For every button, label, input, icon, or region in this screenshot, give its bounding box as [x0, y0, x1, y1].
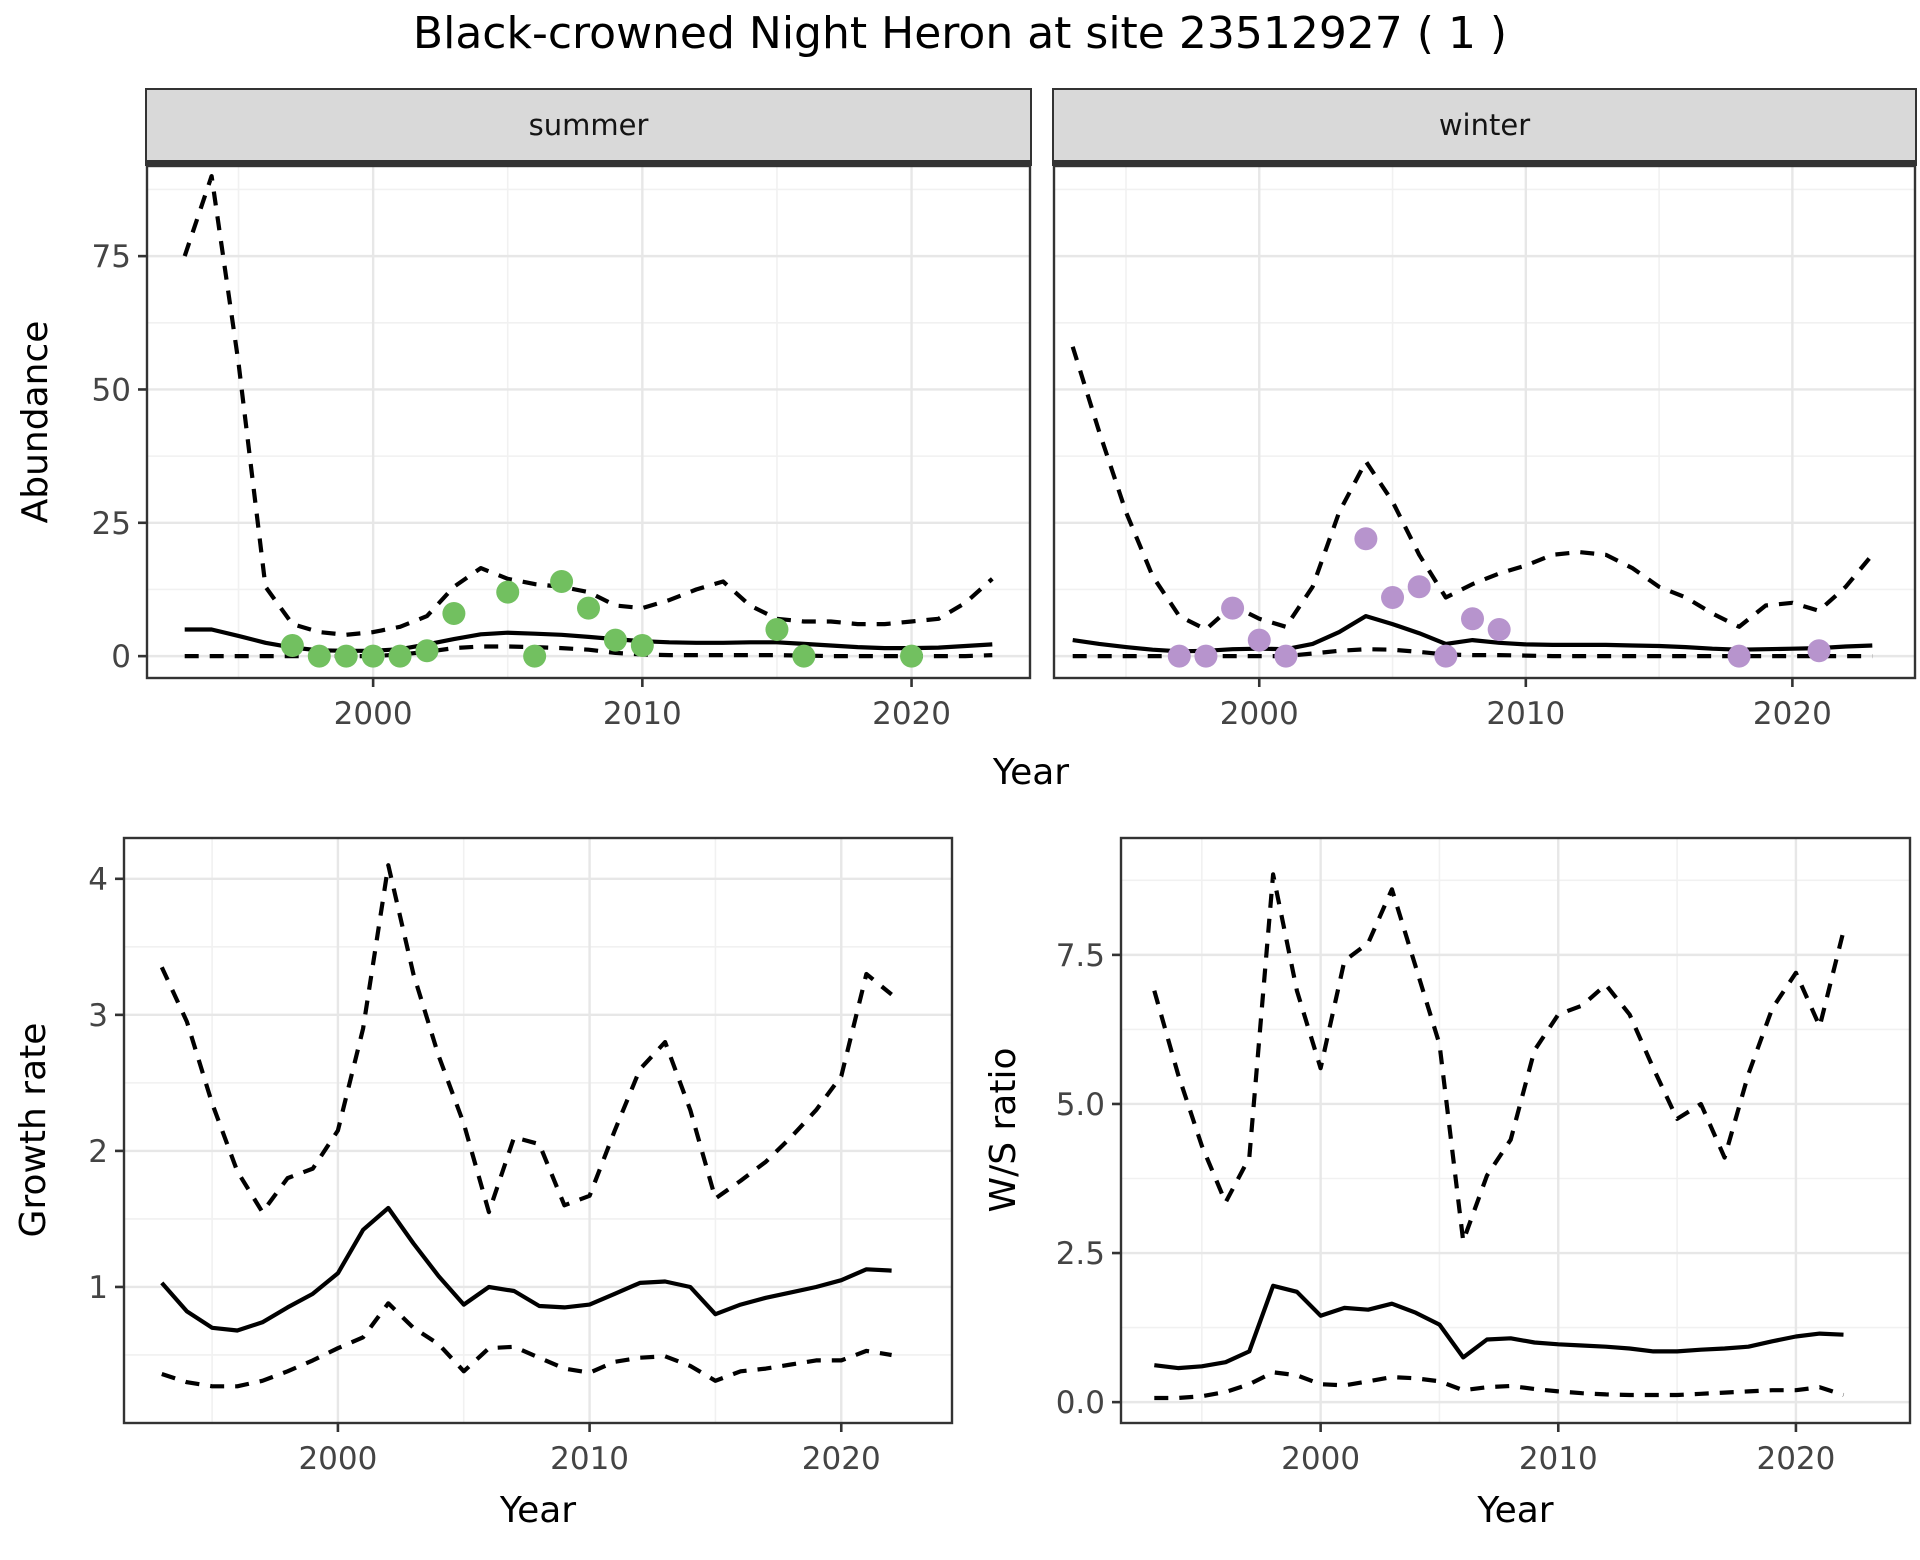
y-tick-label: 2.5	[1056, 1236, 1105, 1272]
series-ci_upper_97_5	[159, 863, 893, 1215]
x-tick-label: 2000	[298, 1441, 377, 1477]
x-tick-label: 2020	[872, 696, 951, 732]
series-ci_lower_2_5	[161, 1301, 892, 1389]
x-axis-title-year-ws: Year	[1477, 1490, 1554, 1531]
x-tick-label: 2020	[1756, 1441, 1835, 1477]
axis-ticks: 2000 2010 2020 0.0 2.5 5.0 7.5	[1056, 938, 1836, 1477]
series-ci_upper_97_5	[182, 174, 994, 637]
panel-border	[122, 836, 954, 1425]
y-tick-label: 3	[88, 998, 108, 1034]
y-tick-label: 4	[88, 862, 108, 898]
y-tick-label: 0	[111, 639, 131, 675]
panel-ws-ratio: 2000 2010 2020 0.0 2.5 5.0 7.5	[1056, 836, 1912, 1477]
y-axis-title-ws-ratio: W/S ratio	[983, 1047, 1024, 1213]
panel-background	[1054, 166, 1915, 678]
facet-label-summer: summer	[528, 108, 649, 142]
strip-divider	[145, 159, 1032, 166]
series-median_fit	[1154, 1283, 1844, 1371]
facet-strip-summer: summer	[145, 88, 1032, 160]
panel-background	[124, 838, 952, 1423]
y-tick-label: 2	[88, 1134, 108, 1170]
x-tick-label: 2020	[1753, 696, 1832, 732]
gridlines	[1121, 838, 1910, 1423]
panel-border	[1119, 836, 1912, 1425]
x-tick-label: 2010	[1519, 1441, 1598, 1477]
chart-title: Black-crowned Night Heron at site 235129…	[412, 8, 1508, 59]
y-axis-title-abundance: Abundance	[15, 320, 56, 524]
series-ci_upper_97_5	[1070, 346, 1874, 632]
series-median_fit	[160, 1205, 892, 1333]
panel-growth-rate: 2000 2010 2020 1 2 3 4	[88, 836, 954, 1477]
panel-abundance-summer: 2000 2010 2020 0 25 50 75	[92, 159, 1032, 732]
x-axis-title-year-growth: Year	[499, 1490, 577, 1531]
x-axis-title-year-top: Year	[992, 752, 1070, 793]
panel-background	[147, 166, 1030, 678]
panel-abundance-winter: 2000 2010 2020	[1052, 159, 1917, 732]
y-tick-label: 25	[92, 506, 131, 542]
series-observed_counts	[280, 569, 924, 668]
axis-ticks: 2000 2010 2020	[1220, 678, 1832, 732]
x-tick-label: 2010	[550, 1441, 629, 1477]
y-axis-title-growth-rate: Growth rate	[13, 1022, 54, 1238]
x-tick-label: 2000	[1220, 696, 1299, 732]
y-tick-label: 50	[92, 372, 131, 408]
y-tick-label: 1	[88, 1270, 108, 1306]
y-tick-label: 7.5	[1056, 938, 1105, 974]
y-tick-label: 5.0	[1056, 1087, 1105, 1123]
x-tick-label: 2010	[1486, 696, 1565, 732]
x-tick-label: 2000	[1281, 1441, 1360, 1477]
x-tick-label: 2020	[802, 1441, 881, 1477]
series-ci_lower_2_5	[1154, 1370, 1845, 1401]
gridlines	[124, 838, 952, 1423]
series-ci_upper_97_5	[1152, 872, 1846, 1244]
y-tick-label: 0.0	[1056, 1385, 1105, 1421]
facet-label-winter: winter	[1438, 108, 1531, 142]
y-tick-label: 75	[92, 239, 131, 275]
facet-strip-winter: winter	[1052, 88, 1917, 160]
x-tick-label: 2010	[603, 696, 682, 732]
series-observed_counts	[1167, 527, 1831, 668]
axis-ticks: 2000 2010 2020 0 25 50 75	[92, 239, 951, 732]
x-tick-label: 2000	[334, 696, 413, 732]
strip-divider	[1052, 159, 1917, 166]
axis-ticks: 2000 2010 2020 1 2 3 4	[88, 862, 880, 1477]
